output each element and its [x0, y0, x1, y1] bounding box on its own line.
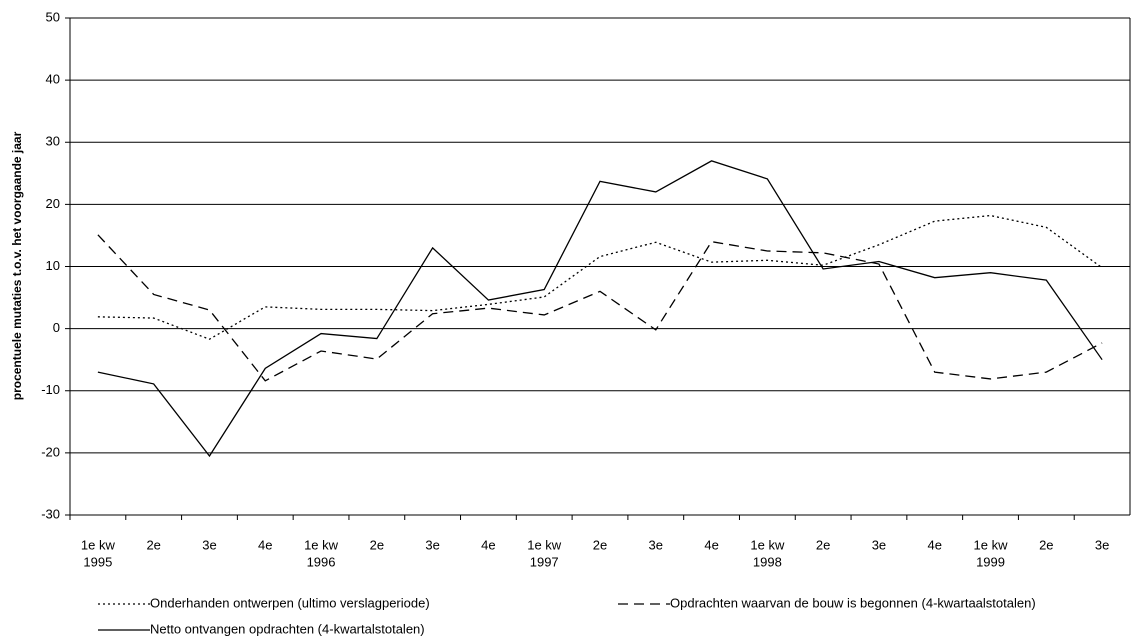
y-tick-label: 50: [46, 9, 60, 24]
x-tick-label: 2e: [370, 537, 384, 552]
legend-label: Netto ontvangen opdrachten (4-kwartalsto…: [150, 621, 425, 636]
x-group-label: 1999: [976, 554, 1005, 569]
x-group-label: 1997: [530, 554, 559, 569]
x-tick-label: 1e kw: [750, 537, 785, 552]
x-tick-label: 4e: [481, 537, 495, 552]
legend-label: Onderhanden ontwerpen (ultimo verslagper…: [150, 595, 430, 610]
x-tick-label: 3e: [202, 537, 216, 552]
y-tick-label: 40: [46, 72, 60, 87]
y-tick-label: -20: [41, 444, 60, 459]
x-tick-label: 2e: [593, 537, 607, 552]
x-tick-label: 2e: [1039, 537, 1053, 552]
y-tick-label: 10: [46, 258, 60, 273]
x-tick-label: 1e kw: [304, 537, 339, 552]
x-group-label: 1998: [753, 554, 782, 569]
y-tick-label: -10: [41, 382, 60, 397]
x-tick-label: 4e: [258, 537, 272, 552]
line-series: [97, 214, 1103, 340]
x-tick-label: 3e: [1095, 537, 1109, 552]
x-group-label: 1995: [83, 554, 112, 569]
y-tick-label: 30: [46, 134, 60, 149]
line-series: [97, 234, 1103, 382]
x-tick-label: 1e kw: [81, 537, 116, 552]
x-tick-label: 3e: [649, 537, 663, 552]
x-tick-label: 2e: [146, 537, 160, 552]
y-tick-label: 0: [53, 320, 60, 335]
x-tick-label: 4e: [704, 537, 718, 552]
y-tick-label: -30: [41, 506, 60, 521]
x-tick-label: 1e kw: [527, 537, 562, 552]
x-tick-label: 3e: [872, 537, 886, 552]
x-tick-label: 2e: [816, 537, 830, 552]
y-axis-label: procentuele mutaties t.o.v. het voorgaan…: [10, 131, 24, 400]
line-series: [97, 160, 1103, 458]
x-tick-label: 1e kw: [974, 537, 1009, 552]
legend-label: Opdrachten waarvan de bouw is begonnen (…: [670, 595, 1036, 610]
x-group-label: 1996: [307, 554, 336, 569]
x-tick-label: 4e: [928, 537, 942, 552]
x-tick-label: 3e: [425, 537, 439, 552]
y-tick-label: 20: [46, 196, 60, 211]
